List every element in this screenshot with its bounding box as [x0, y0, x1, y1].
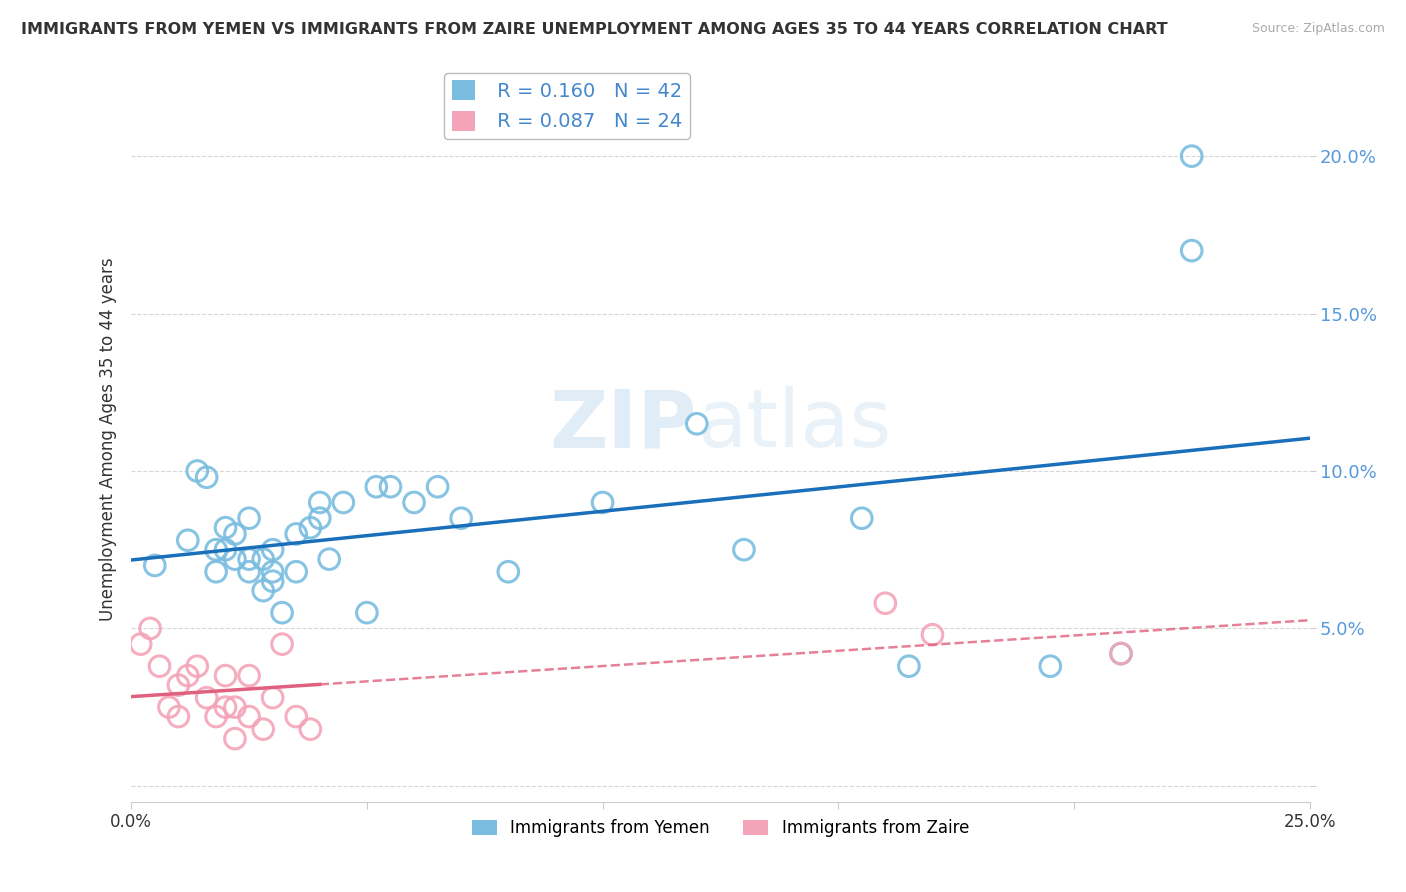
Point: [1039, 659, 1062, 673]
Point: [238, 565, 260, 579]
Point: [271, 637, 294, 651]
Point: [733, 542, 755, 557]
Point: [366, 480, 388, 494]
Point: [308, 511, 330, 525]
Point: [402, 495, 425, 509]
Point: [205, 709, 228, 723]
Point: [238, 709, 260, 723]
Point: [332, 495, 354, 509]
Point: [224, 700, 246, 714]
Text: IMMIGRANTS FROM YEMEN VS IMMIGRANTS FROM ZAIRE UNEMPLOYMENT AMONG AGES 35 TO 44 : IMMIGRANTS FROM YEMEN VS IMMIGRANTS FROM…: [21, 22, 1168, 37]
Point: [356, 606, 378, 620]
Point: [205, 565, 228, 579]
Point: [851, 511, 873, 525]
Point: [271, 606, 294, 620]
Point: [238, 552, 260, 566]
Point: [426, 480, 449, 494]
Point: [224, 527, 246, 541]
Point: [167, 709, 190, 723]
Point: [380, 480, 402, 494]
Point: [224, 552, 246, 566]
Point: [1109, 647, 1132, 661]
Point: [262, 542, 284, 557]
Point: [299, 722, 322, 736]
Point: [285, 709, 308, 723]
Point: [177, 668, 200, 682]
Point: [262, 574, 284, 589]
Point: [157, 700, 180, 714]
Point: [1181, 244, 1204, 258]
Point: [186, 464, 208, 478]
Point: [195, 690, 218, 705]
Point: [129, 637, 152, 651]
Point: [262, 690, 284, 705]
Point: [450, 511, 472, 525]
Point: [875, 596, 897, 610]
Text: ZIP: ZIP: [550, 386, 697, 464]
Point: [148, 659, 170, 673]
Text: Source: ZipAtlas.com: Source: ZipAtlas.com: [1251, 22, 1385, 36]
Y-axis label: Unemployment Among Ages 35 to 44 years: Unemployment Among Ages 35 to 44 years: [100, 258, 117, 622]
Point: [186, 659, 208, 673]
Point: [195, 470, 218, 484]
Point: [285, 527, 308, 541]
Point: [167, 678, 190, 692]
Point: [308, 495, 330, 509]
Point: [214, 521, 236, 535]
Point: [214, 700, 236, 714]
Legend: Immigrants from Yemen, Immigrants from Zaire: Immigrants from Yemen, Immigrants from Z…: [465, 813, 976, 844]
Point: [592, 495, 614, 509]
Point: [205, 542, 228, 557]
Text: atlas: atlas: [697, 386, 891, 464]
Point: [214, 668, 236, 682]
Point: [139, 621, 162, 635]
Point: [224, 731, 246, 746]
Point: [252, 583, 274, 598]
Point: [921, 628, 943, 642]
Point: [238, 511, 260, 525]
Point: [252, 722, 274, 736]
Point: [498, 565, 520, 579]
Point: [177, 533, 200, 548]
Point: [285, 565, 308, 579]
Point: [214, 542, 236, 557]
Point: [1181, 149, 1204, 163]
Point: [897, 659, 920, 673]
Point: [1109, 647, 1132, 661]
Point: [262, 565, 284, 579]
Point: [686, 417, 709, 431]
Point: [143, 558, 166, 573]
Point: [252, 552, 274, 566]
Point: [299, 521, 322, 535]
Point: [318, 552, 340, 566]
Point: [238, 668, 260, 682]
